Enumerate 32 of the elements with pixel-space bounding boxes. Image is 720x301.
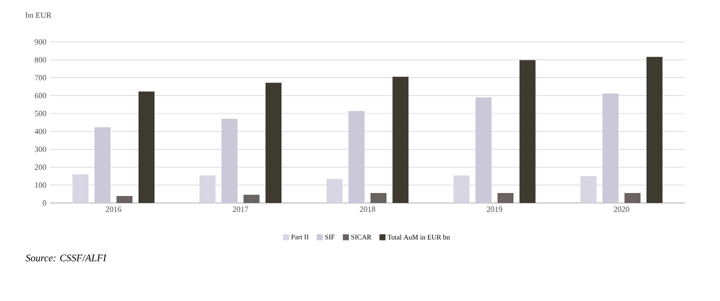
bar <box>116 196 133 203</box>
y-tick-label: 900 <box>34 39 46 45</box>
y-tick-label: 300 <box>34 146 46 152</box>
bar <box>244 194 260 203</box>
y-tick-label: 100 <box>35 182 46 188</box>
y-tick-label: 0 <box>42 200 46 206</box>
bar <box>520 60 536 203</box>
y-tick-label: 200 <box>34 164 46 170</box>
bar <box>392 76 409 203</box>
x-tick-label: 2018 <box>360 206 376 212</box>
x-tick-label: 2016 <box>106 206 122 212</box>
bar <box>138 91 155 203</box>
y-tick-label: 600 <box>34 92 46 98</box>
x-tick-label: 2020 <box>614 206 630 212</box>
bar <box>200 175 216 203</box>
bar <box>266 82 282 203</box>
text: Source: CSSF/ALFI <box>26 254 107 262</box>
bar <box>624 192 641 203</box>
y-tick-label: 500 <box>34 110 46 116</box>
bar <box>370 192 387 203</box>
y-tick-label: 800 <box>34 57 46 62</box>
y-tick-label: 400 <box>34 128 46 134</box>
bar <box>580 176 597 203</box>
bar <box>326 179 343 203</box>
y-axis-title: bn EUR <box>26 12 52 18</box>
x-tick-label: 2019 <box>486 206 502 212</box>
x-tick-label: 2017 <box>232 206 248 212</box>
bar <box>454 175 470 203</box>
y-tick-label: 700 <box>35 75 46 80</box>
bar <box>498 192 514 203</box>
bar <box>646 56 663 203</box>
bar <box>72 174 89 203</box>
